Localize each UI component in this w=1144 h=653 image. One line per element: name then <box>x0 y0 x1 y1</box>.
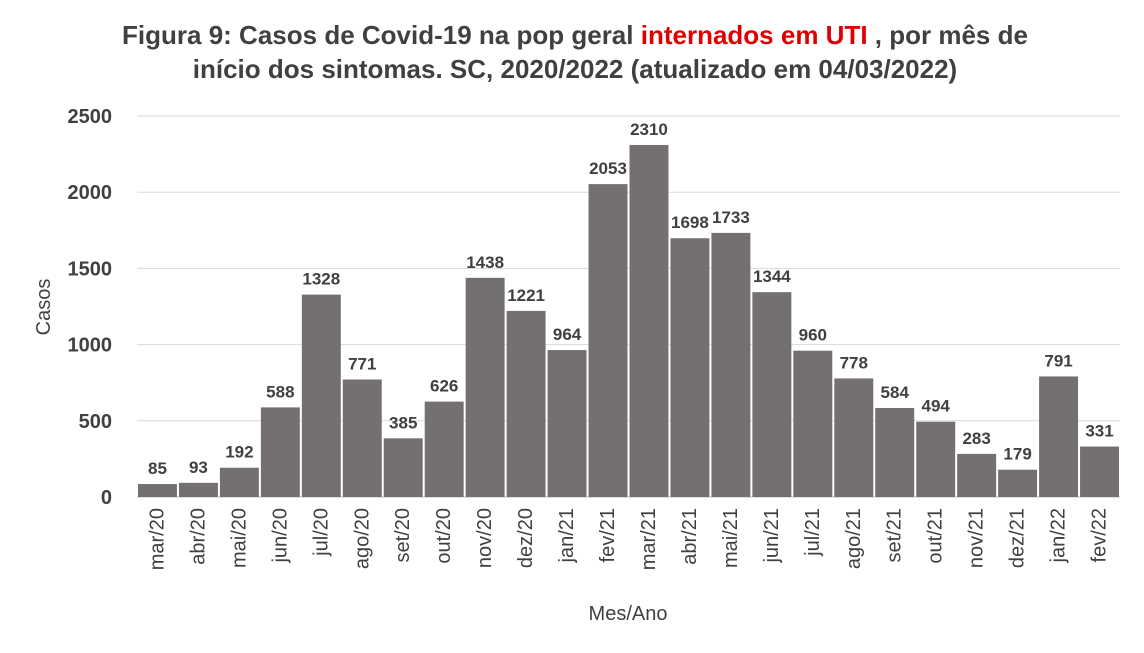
bar <box>342 379 382 497</box>
y-tick-label: 500 <box>79 411 112 433</box>
bar <box>916 421 956 497</box>
data-label: 494 <box>922 397 951 416</box>
x-tick-label: set/21 <box>884 508 906 562</box>
bar <box>547 350 587 497</box>
x-tick-label: dez/21 <box>1007 508 1029 568</box>
bar <box>506 310 546 497</box>
x-tick-label: abr/21 <box>679 508 701 565</box>
data-label: 385 <box>389 413 417 432</box>
data-label: 791 <box>1044 351 1072 370</box>
data-label: 964 <box>553 325 582 344</box>
data-label: 1733 <box>712 208 750 227</box>
bar <box>424 401 464 497</box>
y-tick-label: 2500 <box>68 106 113 128</box>
bar <box>178 482 218 497</box>
bar <box>875 407 915 497</box>
y-tick-label: 1500 <box>68 258 113 280</box>
x-tick-label: fev/22 <box>1089 508 1111 562</box>
x-tick-label: mai/21 <box>720 508 742 568</box>
x-tick-label: set/20 <box>392 508 414 562</box>
data-label: 1344 <box>753 267 791 286</box>
data-label: 85 <box>148 459 167 478</box>
y-axis-title: Casos <box>33 279 55 336</box>
bar <box>465 277 505 497</box>
x-tick-label: mai/20 <box>228 508 250 568</box>
data-label: 1328 <box>302 270 340 289</box>
title-part2: , por mês de <box>874 20 1028 50</box>
x-tick-label: ago/20 <box>351 508 373 569</box>
data-label: 584 <box>881 383 910 402</box>
data-label: 179 <box>1003 445 1031 464</box>
data-label: 1698 <box>671 213 709 232</box>
bar <box>383 438 423 497</box>
x-tick-label: nov/21 <box>966 508 988 568</box>
data-label: 2310 <box>630 120 668 139</box>
bar <box>793 350 833 497</box>
bar <box>711 232 751 497</box>
data-label: 192 <box>225 443 253 462</box>
data-label: 960 <box>799 326 827 345</box>
x-tick-label: mar/20 <box>146 508 168 570</box>
bar <box>752 292 792 497</box>
bar <box>588 184 628 497</box>
x-tick-label: nov/20 <box>474 508 496 568</box>
data-label: 331 <box>1085 422 1113 441</box>
y-tick-label: 1000 <box>68 335 113 357</box>
x-tick-label: jul/20 <box>310 508 332 557</box>
y-tick-label: 2000 <box>68 182 113 204</box>
bar <box>670 238 710 497</box>
data-label: 1221 <box>507 286 545 305</box>
bar <box>998 469 1038 497</box>
bar <box>301 294 341 497</box>
bar <box>1080 446 1119 497</box>
data-label: 1438 <box>466 253 504 272</box>
data-label: 2053 <box>589 159 627 178</box>
data-label: 283 <box>962 429 990 448</box>
chart-title-line1: Figura 9: Casos de Covid-19 na pop geral… <box>120 18 1030 52</box>
chart-title: Figura 9: Casos de Covid-19 na pop geral… <box>120 18 1030 86</box>
y-tick-labels: 0 500 1000 1500 2000 2500 <box>68 106 113 509</box>
x-axis-title: Mes/Ano <box>589 603 668 625</box>
x-tick-label: ago/21 <box>843 508 865 569</box>
title-highlight: internados em UTI <box>640 20 868 50</box>
bars <box>138 144 1119 497</box>
x-tick-label: jul/21 <box>802 508 824 557</box>
bar <box>1039 376 1079 497</box>
x-tick-label: abr/20 <box>187 508 209 565</box>
bar <box>138 484 177 497</box>
x-tick-label: dez/20 <box>515 508 537 568</box>
bar <box>957 453 997 497</box>
data-label: 588 <box>266 382 294 401</box>
x-tick-label: jun/20 <box>269 508 291 564</box>
data-label: 626 <box>430 377 458 396</box>
bar <box>629 144 669 497</box>
data-label: 778 <box>840 353 868 372</box>
title-part1: Figura 9: Casos de Covid-19 na pop geral <box>122 20 634 50</box>
data-label: 771 <box>348 354 376 373</box>
x-tick-label: fev/21 <box>597 508 619 562</box>
y-tick-label: 0 <box>101 487 112 509</box>
data-label: 93 <box>189 458 208 477</box>
x-tick-label: jan/21 <box>556 508 578 564</box>
x-tick-label: jan/22 <box>1048 508 1070 564</box>
bar <box>834 378 874 497</box>
x-tick-label: out/21 <box>925 508 947 564</box>
gridlines <box>137 115 1120 498</box>
x-tick-label: jun/21 <box>761 508 783 564</box>
bar <box>219 467 259 497</box>
x-tick-label: mar/21 <box>638 508 660 570</box>
bar <box>260 407 300 497</box>
x-tick-label: out/20 <box>433 508 455 564</box>
chart-title-line2: início dos sintomas. SC, 2020/2022 (atua… <box>192 54 958 84</box>
x-tick-labels: mar/20 abr/20 mai/20 jun/20 jul/20 ago/20 set/… <box>146 508 1110 570</box>
